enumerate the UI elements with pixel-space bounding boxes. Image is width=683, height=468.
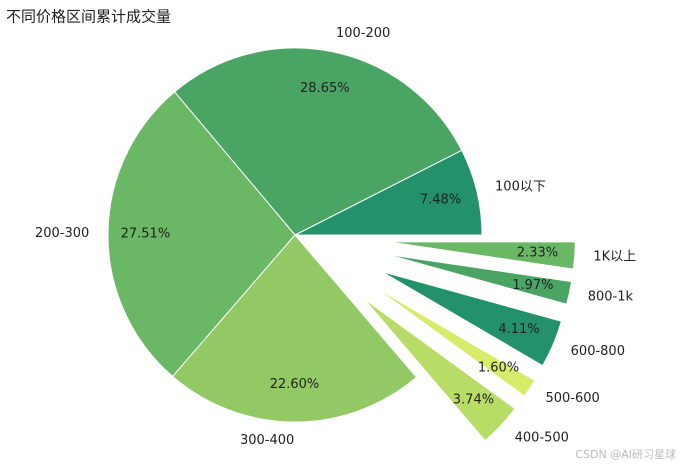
pie-slice [386, 253, 573, 305]
value-label: 3.74% [453, 393, 494, 408]
value-label: 4.11% [498, 322, 539, 337]
value-label: 1.97% [512, 278, 553, 293]
category-label: 600-800 [571, 344, 625, 359]
category-label: 300-400 [240, 433, 294, 448]
value-label: 27.51% [121, 226, 171, 241]
pie-slice [363, 298, 516, 442]
pie-slice [171, 234, 418, 423]
category-label: 500-600 [545, 391, 599, 406]
pie-slice [372, 285, 536, 397]
pie-slice [380, 270, 562, 367]
category-label: 800-1k [588, 289, 634, 304]
pie-slice [388, 241, 576, 270]
value-label: 1.60% [478, 360, 519, 375]
pie-slice [173, 47, 463, 236]
watermark: CSDN @AI研习星球 [575, 447, 676, 461]
category-label: 200-300 [35, 226, 89, 241]
value-label: 22.60% [270, 377, 320, 392]
category-label: 100-200 [336, 26, 390, 41]
pie-slice [107, 91, 296, 378]
category-label: 400-500 [515, 431, 569, 446]
category-label: 1K以上 [593, 249, 636, 264]
value-label: 28.65% [300, 81, 350, 96]
value-label: 7.48% [420, 193, 461, 208]
value-label: 2.33% [517, 245, 558, 260]
chart-title: 不同价格区间累计成交量 [6, 8, 171, 26]
category-label: 100以下 [495, 180, 546, 195]
